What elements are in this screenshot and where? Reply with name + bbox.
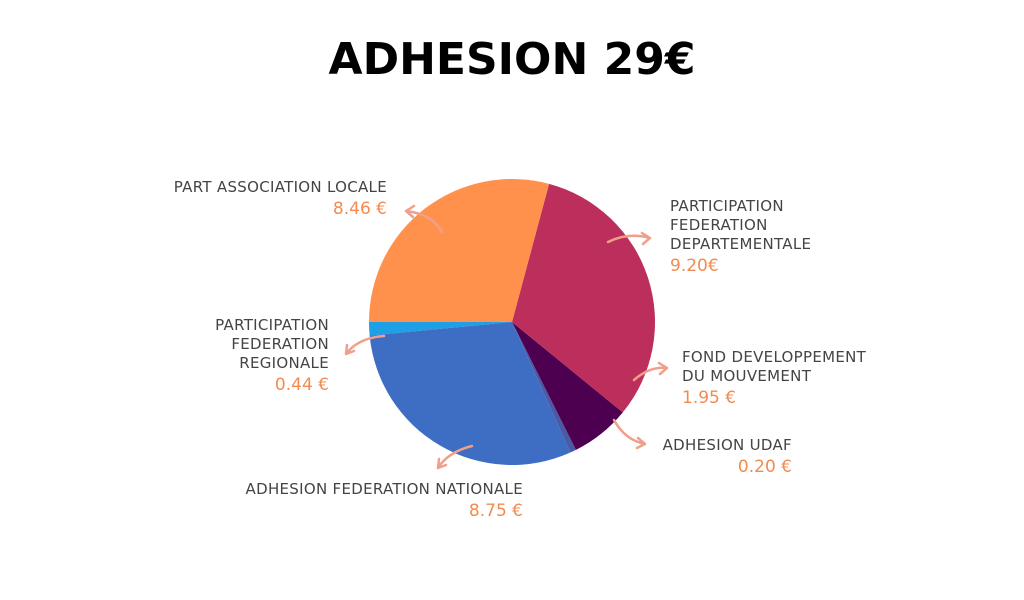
arrow [632,361,669,382]
value-label: 0.20 € [737,457,792,477]
chart-title: ADHESION 29€ [328,34,696,85]
value-label: 9.20€ [670,256,719,276]
category-label: PART ASSOCIATION LOCALE [173,178,387,196]
pie-slice [369,322,571,465]
label: ADHESION FEDERATION NATIONALE 8.75 € [246,480,523,523]
value-label: 8.75 € [468,501,523,521]
category-label: PARTICIPATION FEDERATION DEPARTEMENTALE [670,197,812,253]
arrow [436,444,474,470]
arrow [612,418,647,450]
label: PARTICIPATION FEDERATION DEPARTEMENTALE … [670,197,811,278]
arrows [344,204,669,470]
pie-slice [512,183,656,413]
category-label: ADHESION UDAF [662,436,792,454]
value-label: 0.44 € [274,375,329,395]
category-label: FOND DEVELOPPEMENT DU MOUVEMENT [682,348,867,385]
label: PARTICIPATION FEDERATION REGIONALE 0.44 … [215,316,329,397]
pie-slice [512,322,576,453]
label: ADHESION UDAF 0.20 € [663,436,792,479]
pie-slice [512,322,623,450]
label: FOND DEVELOPPEMENT DU MOUVEMENT 1.95 € [682,348,866,410]
value-label: 1.95 € [682,388,737,408]
value-label: 8.46 € [332,199,387,219]
arrow [404,204,444,234]
pie-slice [369,179,550,322]
category-label: ADHESION FEDERATION NATIONALE [245,480,523,498]
label: PART ASSOCIATION LOCALE 8.46 € [174,178,387,221]
arrow [344,334,386,356]
pie-slice [369,322,512,336]
category-label: PARTICIPATION FEDERATION REGIONALE [215,316,329,372]
arrow [606,231,652,246]
